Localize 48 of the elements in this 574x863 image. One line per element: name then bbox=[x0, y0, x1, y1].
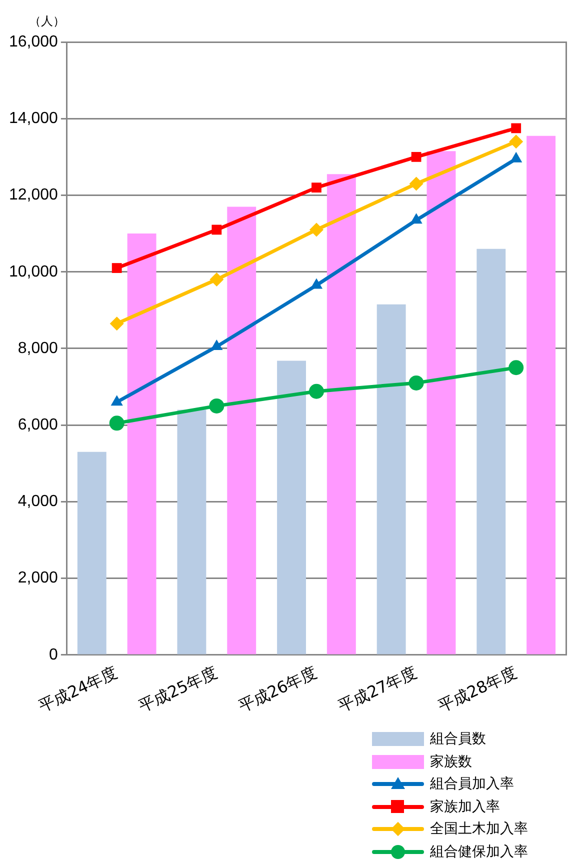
x-tick-label: 平成28年度 bbox=[435, 662, 520, 716]
point bbox=[308, 384, 324, 399]
legend-label: 家族数 bbox=[430, 752, 472, 772]
y-axis-title: （人） bbox=[28, 14, 65, 28]
y-tick-label: 14,000 bbox=[9, 110, 58, 128]
y-tick-label: 2,000 bbox=[18, 570, 58, 587]
point bbox=[511, 123, 522, 134]
bar bbox=[526, 136, 556, 654]
point bbox=[409, 176, 424, 191]
legend-label: 家族加入率 bbox=[430, 798, 500, 816]
point bbox=[210, 272, 224, 287]
point bbox=[309, 222, 324, 237]
point bbox=[411, 152, 422, 162]
point bbox=[212, 224, 222, 235]
bar bbox=[277, 360, 306, 654]
point bbox=[312, 182, 322, 193]
y-tick-label: 0 bbox=[49, 646, 58, 664]
bar bbox=[476, 248, 506, 654]
x-tick-label: 平成26年度 bbox=[235, 662, 320, 716]
point bbox=[109, 416, 124, 431]
legend-label: 組合員加入率 bbox=[430, 775, 514, 794]
y-tick-label: 10,000 bbox=[9, 263, 58, 280]
bar bbox=[426, 151, 456, 654]
bar bbox=[177, 410, 206, 654]
bar bbox=[77, 452, 106, 654]
legend-label: 組合健保加入率 bbox=[430, 842, 528, 862]
y-tick-label: 16,000 bbox=[9, 33, 58, 50]
point bbox=[408, 375, 424, 390]
bar bbox=[127, 234, 156, 654]
point bbox=[110, 395, 123, 406]
point bbox=[509, 134, 524, 149]
point bbox=[508, 360, 524, 376]
y-tick-label: 12,000 bbox=[9, 186, 58, 204]
bar bbox=[376, 304, 406, 654]
x-tick-label: 平成25年度 bbox=[136, 662, 220, 716]
bar bbox=[326, 174, 356, 654]
point bbox=[210, 340, 223, 350]
legend-label: 組合員数 bbox=[430, 730, 486, 749]
y-tick-label: 6,000 bbox=[18, 416, 58, 434]
x-tick-label: 平成24年度 bbox=[36, 662, 120, 716]
point bbox=[209, 398, 224, 414]
point bbox=[110, 316, 124, 331]
bar bbox=[227, 206, 256, 654]
point bbox=[112, 263, 122, 273]
y-tick-label: 4,000 bbox=[18, 493, 58, 510]
y-tick-label: 8,000 bbox=[18, 340, 58, 357]
x-tick-label: 平成27年度 bbox=[335, 662, 420, 716]
legend-label: 全国土木加入率 bbox=[430, 820, 528, 839]
